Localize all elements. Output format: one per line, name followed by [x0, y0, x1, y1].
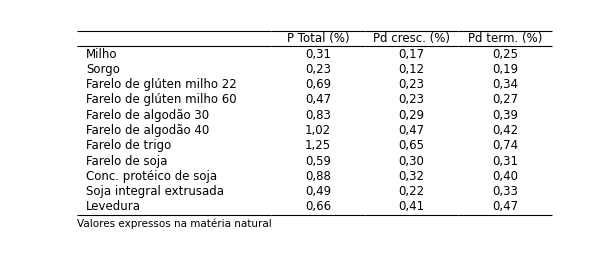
Text: Valores expressos na matéria natural: Valores expressos na matéria natural	[77, 219, 272, 229]
